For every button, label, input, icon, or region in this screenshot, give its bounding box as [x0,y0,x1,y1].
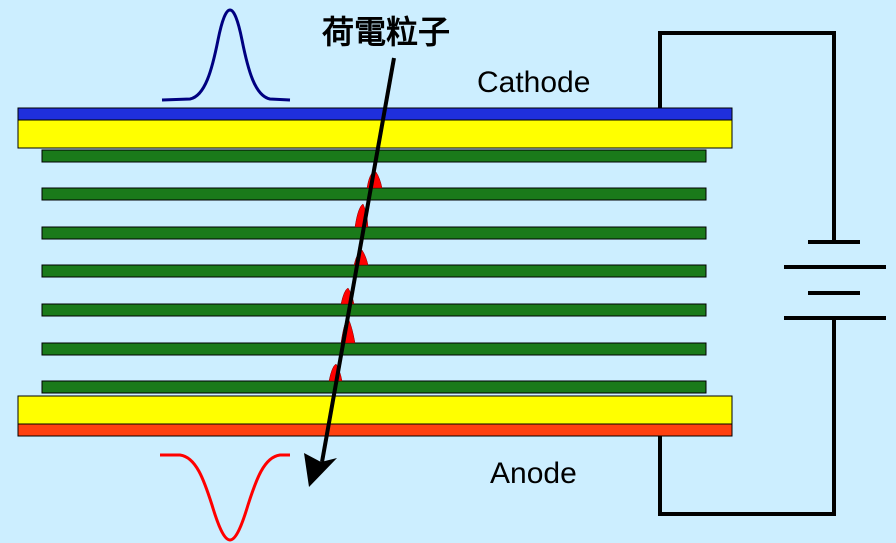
cathode-signal-pulse [161,8,291,102]
glass-plate [41,342,707,356]
particle-label: 荷電粒子 [322,13,450,51]
resistive-plate-top [17,119,733,149]
glass-plates [41,149,707,394]
glass-plate [41,226,707,240]
cathode-label: Cathode [477,66,590,99]
glass-plate [41,264,707,278]
anode-label: Anode [490,457,577,490]
anode-signal-pulse [160,453,290,542]
anode-strip [17,423,733,437]
cathode-strip [17,107,733,121]
glass-plate [41,303,707,317]
anode-wire [658,320,836,516]
glass-plate [41,380,707,394]
particle-arrowhead [304,453,337,487]
cathode-wire [658,31,836,242]
resistive-plate-bottom [17,395,733,425]
glass-plate [41,187,707,201]
battery-icon [784,240,886,320]
particle-track [320,57,396,463]
hv-circuit [658,31,836,516]
